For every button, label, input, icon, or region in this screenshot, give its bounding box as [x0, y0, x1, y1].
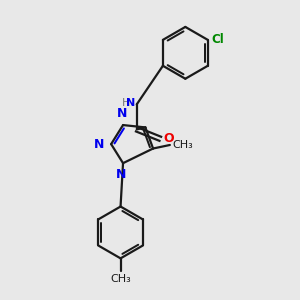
Text: N: N [94, 138, 105, 151]
Text: CH₃: CH₃ [173, 140, 194, 150]
Text: H: H [122, 98, 130, 108]
Text: N: N [126, 98, 135, 108]
Text: O: O [164, 132, 175, 145]
Text: Cl: Cl [211, 33, 224, 46]
Text: N: N [116, 107, 127, 120]
Text: CH₃: CH₃ [110, 274, 131, 284]
Text: N: N [116, 169, 126, 182]
